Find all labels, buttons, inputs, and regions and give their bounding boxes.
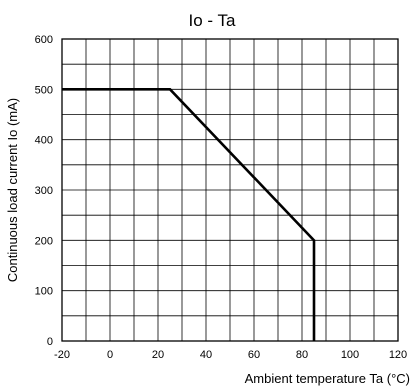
x-tick-label: -20 xyxy=(54,349,70,361)
y-tick-label: 100 xyxy=(35,286,53,298)
x-tick-label: 100 xyxy=(341,349,359,361)
chart-title: Io - Ta xyxy=(189,11,236,30)
y-tick-label: 200 xyxy=(35,235,53,247)
grid xyxy=(62,39,398,341)
x-tick-label: 60 xyxy=(248,349,260,361)
y-tick-label: 400 xyxy=(35,135,53,147)
x-tick-label: 40 xyxy=(200,349,212,361)
y-tick-labels: 0 100 200 300 400 500 600 xyxy=(35,34,53,348)
y-tick-label: 0 xyxy=(47,336,53,348)
derating-curve xyxy=(62,88,316,341)
y-tick-label: 300 xyxy=(35,185,53,197)
x-tick-label: 120 xyxy=(389,349,407,361)
x-axis-label: Ambient temperature Ta (°C) xyxy=(245,371,410,386)
x-tick-label: 20 xyxy=(152,349,164,361)
x-tick-labels: -20 0 20 40 60 80 100 120 xyxy=(54,349,407,361)
plot-frame xyxy=(61,38,399,342)
series-layer xyxy=(62,88,316,341)
x-tick-label: 80 xyxy=(296,349,308,361)
y-axis-label: Continuous load current Io (mA) xyxy=(5,98,20,282)
y-tick-label: 600 xyxy=(35,34,53,46)
x-tick-label: 0 xyxy=(107,349,113,361)
y-tick-label: 500 xyxy=(35,84,53,96)
